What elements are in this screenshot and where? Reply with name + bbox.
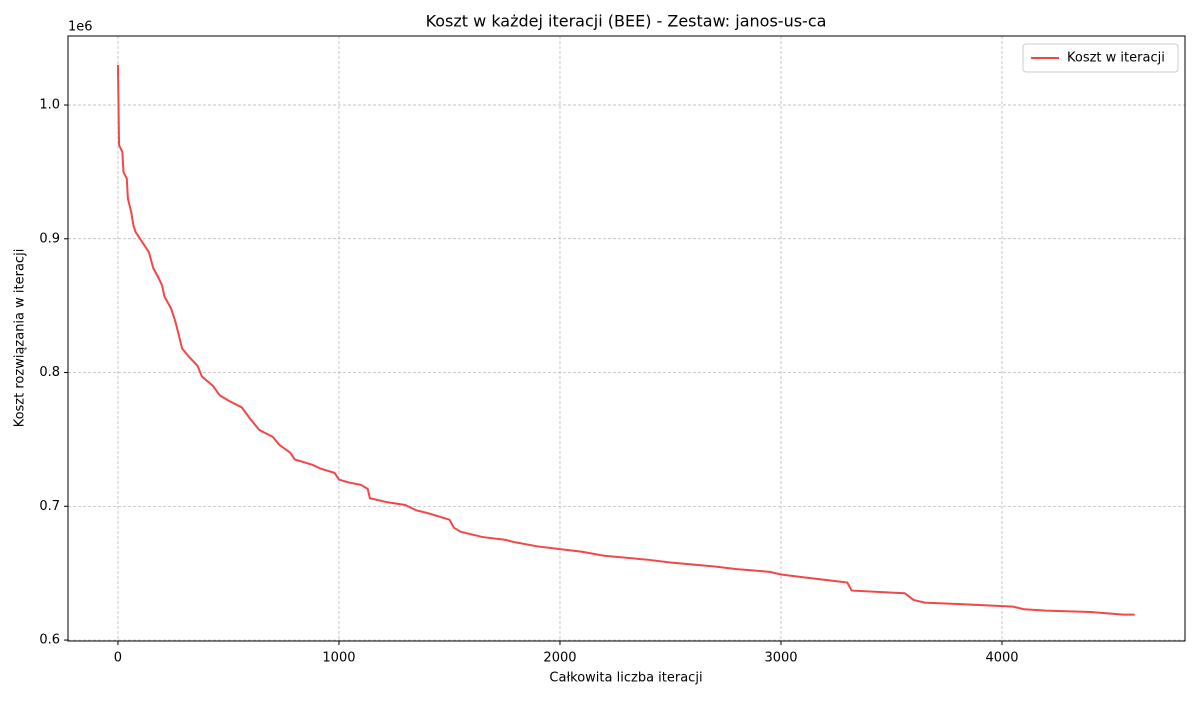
x-tick-label: 2000 [543,651,576,666]
x-tick-label: 0 [114,651,122,666]
y-axis-label: Koszt rozwiązania w iteracji [13,249,28,428]
y-tick-label: 1.0 [39,98,60,113]
y-offset-label: 1e6 [68,20,93,35]
x-axis-label: Całkowita liczba iteracji [549,671,702,686]
data-line [116,64,1135,616]
y-tick-label: 0.9 [39,231,60,246]
legend-label: Koszt w iteracji [1067,51,1165,66]
y-tick-label: 0.6 [39,633,60,648]
x-tick-label: 1000 [322,651,355,666]
x-tick-label: 4000 [985,651,1018,666]
x-tick-label: 3000 [764,651,797,666]
legend-box [1022,43,1179,73]
y-tick-label: 0.7 [39,499,60,514]
plot-frame [67,35,1186,642]
chart-title: Koszt w każdej iteracji (BEE) - Zestaw: … [426,12,827,31]
y-tick-label: 0.8 [39,365,60,380]
